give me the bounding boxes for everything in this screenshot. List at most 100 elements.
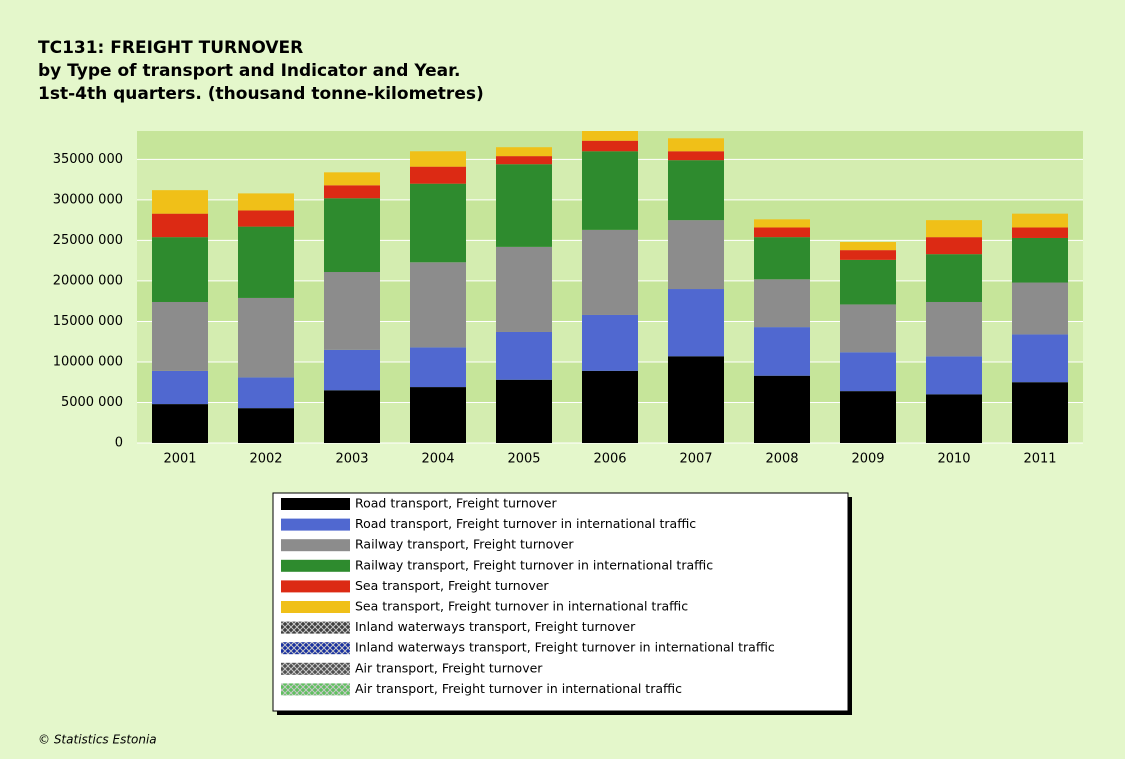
bar-segment xyxy=(840,304,896,353)
bar-segment xyxy=(496,147,552,157)
legend-swatch xyxy=(281,621,350,634)
legend-label: Inland waterways transport, Freight turn… xyxy=(355,640,775,655)
bar-segment xyxy=(324,198,380,273)
bar-segment xyxy=(152,404,208,443)
legend-swatch xyxy=(281,498,350,510)
bar-segment xyxy=(410,262,466,348)
bar-segment xyxy=(1012,227,1068,238)
bar-segment xyxy=(1012,282,1068,335)
legend-swatch xyxy=(281,601,350,613)
bar-segment xyxy=(496,164,552,247)
y-tick-label: 10000 000 xyxy=(53,354,123,369)
bar-segment xyxy=(754,219,810,228)
x-tick-label: 2008 xyxy=(765,452,798,467)
bar-segment xyxy=(1012,334,1068,383)
bar-segment xyxy=(410,151,466,167)
bar-segment xyxy=(1012,213,1068,228)
bar-segment xyxy=(582,140,638,152)
bar-segment xyxy=(152,213,208,238)
bar-segment xyxy=(840,259,896,305)
x-tick-label: 2003 xyxy=(335,452,368,467)
x-tick-label: 2001 xyxy=(163,452,196,467)
bar-segment xyxy=(238,193,294,211)
bar-segment xyxy=(668,138,724,152)
bar-segment xyxy=(582,131,638,141)
bar-segment xyxy=(668,289,724,357)
y-tick-label: 15000 000 xyxy=(53,314,123,329)
bar-segment xyxy=(668,356,724,443)
bar-segment xyxy=(840,242,896,251)
bar-segment xyxy=(668,151,724,161)
bar-segment xyxy=(754,375,810,443)
bar-segment xyxy=(754,279,810,328)
legend-swatch xyxy=(281,580,350,593)
bar-segment xyxy=(152,237,208,302)
y-tick-label: 25000 000 xyxy=(53,233,123,248)
chart-subtitle: 1st-4th quarters. (thousand tonne-kilome… xyxy=(38,84,484,104)
x-tick-label: 2006 xyxy=(593,452,626,467)
legend-swatch xyxy=(281,518,350,531)
chart-title: TC131: FREIGHT TURNOVER xyxy=(38,38,303,58)
bar-segment xyxy=(238,377,294,409)
bar-segment xyxy=(582,314,638,371)
legend-label: Sea transport, Freight turnover in inter… xyxy=(355,599,688,614)
bar-segment xyxy=(238,210,294,227)
bar-segment xyxy=(840,250,896,260)
legend-swatch xyxy=(281,539,350,552)
legend-label: Air transport, Freight turnover xyxy=(355,660,543,675)
legend-swatch xyxy=(281,662,350,675)
legend-label: Railway transport, Freight turnover xyxy=(355,537,574,552)
bar-segment xyxy=(410,347,466,388)
bar-segment xyxy=(496,246,552,332)
bar-segment xyxy=(238,226,294,298)
bar-segment xyxy=(152,370,208,405)
legend-label: Sea transport, Freight turnover xyxy=(355,578,549,593)
bar-segment xyxy=(324,349,380,391)
legend-label: Road transport, Freight turnover in inte… xyxy=(355,516,696,531)
legend-swatch xyxy=(281,559,350,572)
bar-segment xyxy=(1012,382,1068,443)
bar-segment xyxy=(840,352,896,392)
legend-label: Air transport, Freight turnover in inter… xyxy=(355,681,682,696)
bar-segment xyxy=(1012,237,1068,283)
y-tick-label: 35000 000 xyxy=(53,152,123,167)
bar-segment xyxy=(582,229,638,315)
bar-segment xyxy=(926,237,982,255)
bar-segment xyxy=(410,166,466,184)
bar-segment xyxy=(754,237,810,280)
legend-swatch xyxy=(281,642,350,655)
bar-segment xyxy=(410,387,466,443)
bar-segment xyxy=(926,254,982,302)
bar-segment xyxy=(926,220,982,238)
y-tick-label: 20000 000 xyxy=(53,273,123,288)
bar-segment xyxy=(238,408,294,443)
source: © Statistics Estonia xyxy=(38,733,157,747)
legend-label: Inland waterways transport, Freight turn… xyxy=(355,619,636,634)
y-tick-label: 30000 000 xyxy=(53,192,123,207)
x-tick-label: 2005 xyxy=(507,452,540,467)
bar-segment xyxy=(926,394,982,443)
x-tick-label: 2004 xyxy=(421,452,454,467)
bar-segment xyxy=(754,227,810,238)
bar-segment xyxy=(496,156,552,165)
bar-segment xyxy=(410,183,466,263)
bar-segment xyxy=(496,379,552,443)
y-tick-label: 5000 000 xyxy=(61,395,123,410)
x-tick-label: 2011 xyxy=(1023,452,1056,467)
bar-segment xyxy=(926,356,982,395)
bar-segment xyxy=(324,185,380,199)
bar-segment xyxy=(668,220,724,290)
bar-segment xyxy=(926,301,982,357)
bar-segment xyxy=(152,301,208,371)
bar-segment xyxy=(754,327,810,376)
bar-segment xyxy=(324,390,380,443)
x-tick-label: 2010 xyxy=(937,452,970,467)
bar-segment xyxy=(324,272,380,350)
legend-swatch xyxy=(281,683,350,696)
x-tick-label: 2009 xyxy=(851,452,884,467)
chart-subtitle: by Type of transport and Indicator and Y… xyxy=(38,61,461,81)
x-tick-label: 2007 xyxy=(679,452,712,467)
bar-segment xyxy=(668,160,724,221)
